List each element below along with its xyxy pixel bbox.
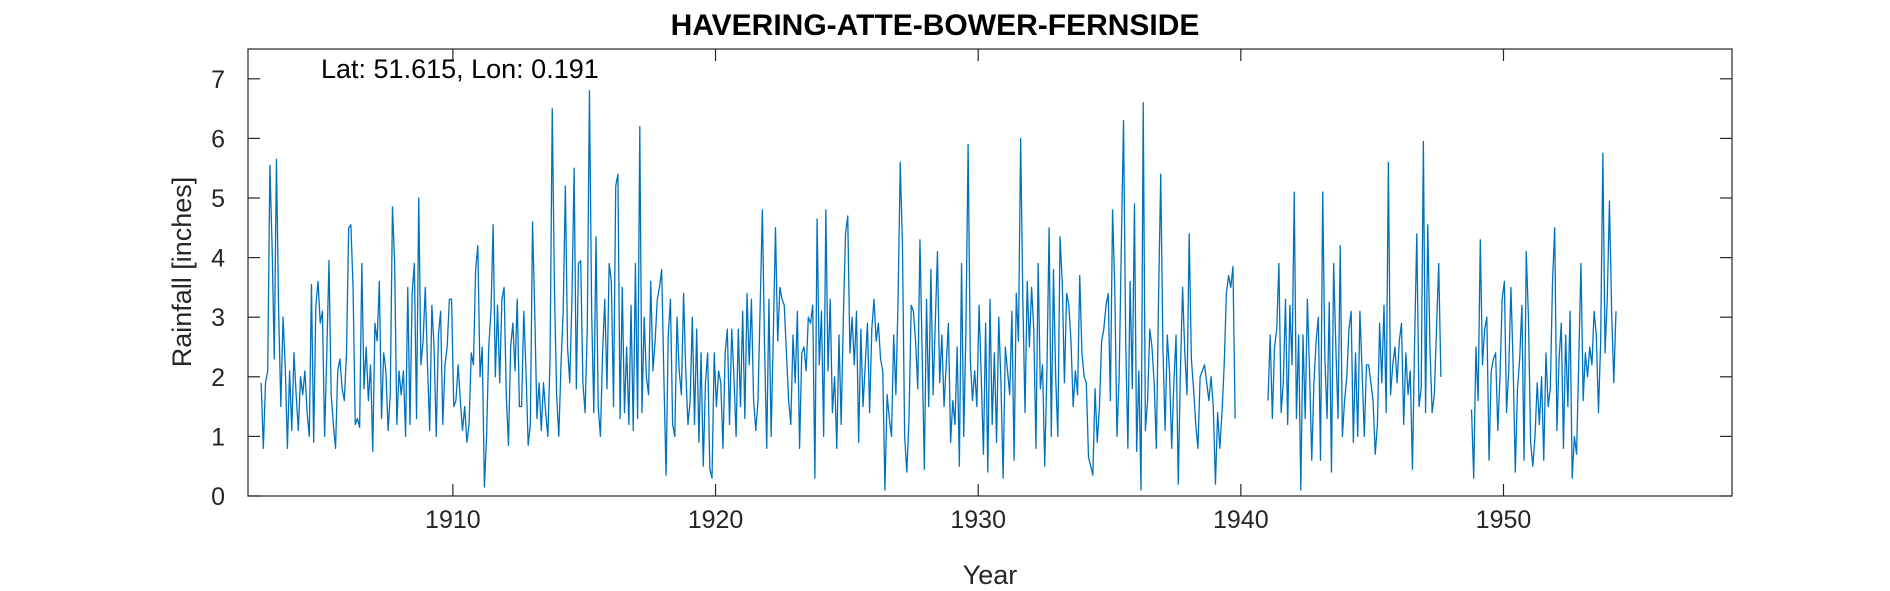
y-tick-label: 7	[211, 66, 225, 94]
y-tick-label: 3	[211, 304, 225, 332]
x-tick-label: 1950	[1476, 506, 1532, 534]
chart-title: HAVERING-ATTE-BOWER-FERNSIDE	[671, 9, 1200, 42]
location-annotation: Lat: 51.615, Lon: 0.191	[321, 54, 599, 84]
x-axis-label: Year	[963, 560, 1018, 590]
plot-area: 1910 1920 1930 1940 1950 0 1 2 3 4 5 6 7	[211, 48, 1733, 534]
x-axis: 1910 1920 1930 1940 1950	[425, 49, 1531, 534]
x-tick-label: 1910	[425, 506, 481, 534]
rainfall-series-line	[260, 90, 1617, 491]
x-tick-label: 1930	[950, 506, 1006, 534]
y-axis-label: Rainfall [inches]	[167, 177, 197, 368]
y-tick-label: 0	[211, 483, 225, 511]
y-tick-label: 2	[211, 364, 225, 392]
x-tick-label: 1940	[1213, 506, 1269, 534]
series-group	[260, 90, 1617, 491]
y-tick-label: 4	[211, 245, 225, 273]
axes-frame	[247, 48, 1733, 497]
y-axis: 0 1 2 3 4 5 6 7	[211, 66, 1732, 511]
y-tick-label: 5	[211, 185, 225, 213]
x-tick-label: 1920	[688, 506, 744, 534]
y-tick-label: 6	[211, 125, 225, 153]
y-tick-label: 1	[211, 423, 225, 451]
